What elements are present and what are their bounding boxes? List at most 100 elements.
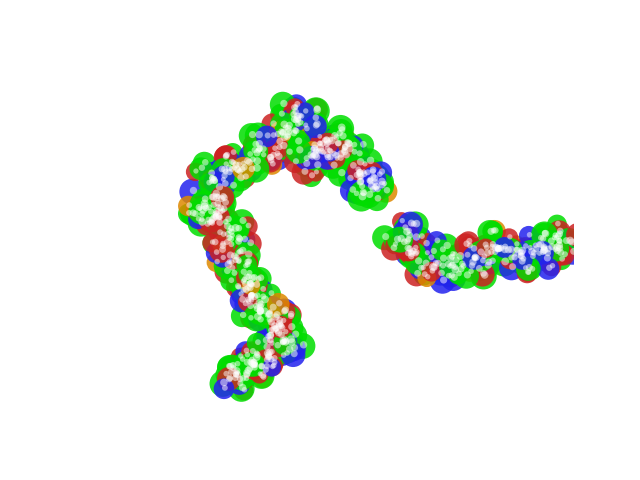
Point: [357, 182, 367, 190]
Point: [224, 252, 234, 260]
Point: [358, 169, 368, 177]
Point: [227, 182, 237, 190]
Point: [297, 342, 307, 350]
Point: [428, 267, 438, 275]
Point: [252, 292, 262, 300]
Point: [270, 144, 280, 152]
Point: [280, 124, 290, 132]
Point: [556, 256, 566, 264]
Point: [205, 209, 215, 216]
Point: [230, 374, 241, 382]
Point: [333, 139, 344, 147]
Point: [205, 194, 216, 202]
Point: [269, 359, 280, 366]
Point: [207, 175, 218, 182]
Point: [221, 168, 231, 176]
Point: [239, 235, 250, 243]
Point: [209, 201, 219, 209]
Point: [461, 272, 472, 280]
Point: [453, 271, 463, 278]
Point: [220, 371, 230, 378]
Point: [531, 241, 541, 249]
Point: [218, 176, 228, 183]
Point: [272, 328, 282, 336]
Point: [525, 249, 536, 256]
Point: [358, 188, 369, 196]
Point: [468, 254, 479, 262]
Point: [237, 218, 247, 226]
Point: [239, 236, 249, 244]
Point: [560, 238, 570, 246]
Point: [226, 368, 236, 376]
Point: [269, 120, 279, 127]
Point: [268, 326, 278, 334]
Point: [243, 261, 253, 268]
Point: [230, 162, 240, 169]
Point: [237, 247, 248, 254]
Point: [211, 209, 221, 216]
Point: [275, 144, 285, 151]
Point: [240, 263, 250, 270]
Point: [248, 361, 259, 369]
Point: [278, 337, 288, 345]
Point: [239, 386, 250, 394]
Point: [547, 237, 557, 245]
Point: [344, 139, 354, 147]
Point: [390, 241, 400, 249]
Point: [371, 183, 381, 191]
Point: [222, 222, 232, 230]
Point: [236, 174, 246, 181]
Point: [241, 374, 252, 382]
Point: [275, 322, 285, 329]
Point: [526, 266, 536, 274]
Point: [324, 154, 335, 162]
Point: [417, 232, 427, 240]
Point: [437, 277, 447, 285]
Point: [234, 234, 244, 241]
Point: [280, 307, 290, 315]
Point: [214, 212, 224, 220]
Point: [278, 338, 289, 346]
Point: [268, 323, 278, 331]
Point: [265, 154, 275, 162]
Point: [296, 112, 307, 120]
Point: [273, 317, 284, 325]
Point: [301, 107, 311, 115]
Point: [198, 201, 209, 209]
Point: [371, 182, 381, 190]
Point: [241, 173, 251, 180]
Point: [255, 307, 266, 315]
Point: [237, 375, 247, 383]
Point: [509, 253, 520, 261]
Point: [289, 345, 299, 353]
Point: [244, 281, 254, 288]
Point: [493, 245, 504, 252]
Point: [244, 280, 254, 288]
Point: [212, 214, 223, 222]
Point: [391, 237, 401, 244]
Point: [218, 231, 228, 239]
Point: [554, 250, 564, 257]
Point: [441, 243, 451, 251]
Point: [246, 314, 256, 322]
Point: [328, 132, 339, 140]
Point: [257, 362, 267, 370]
Point: [246, 356, 257, 363]
Point: [261, 357, 271, 365]
Point: [370, 174, 380, 182]
Point: [255, 370, 265, 378]
Point: [245, 315, 255, 323]
Point: [516, 248, 526, 255]
Point: [202, 220, 212, 228]
Point: [262, 312, 273, 319]
Point: [243, 273, 253, 281]
Point: [330, 132, 340, 139]
Point: [255, 303, 266, 311]
Point: [278, 352, 288, 360]
Point: [279, 307, 289, 315]
Point: [285, 345, 295, 353]
Point: [403, 237, 413, 244]
Point: [332, 151, 342, 159]
Point: [367, 187, 377, 194]
Point: [312, 105, 323, 112]
